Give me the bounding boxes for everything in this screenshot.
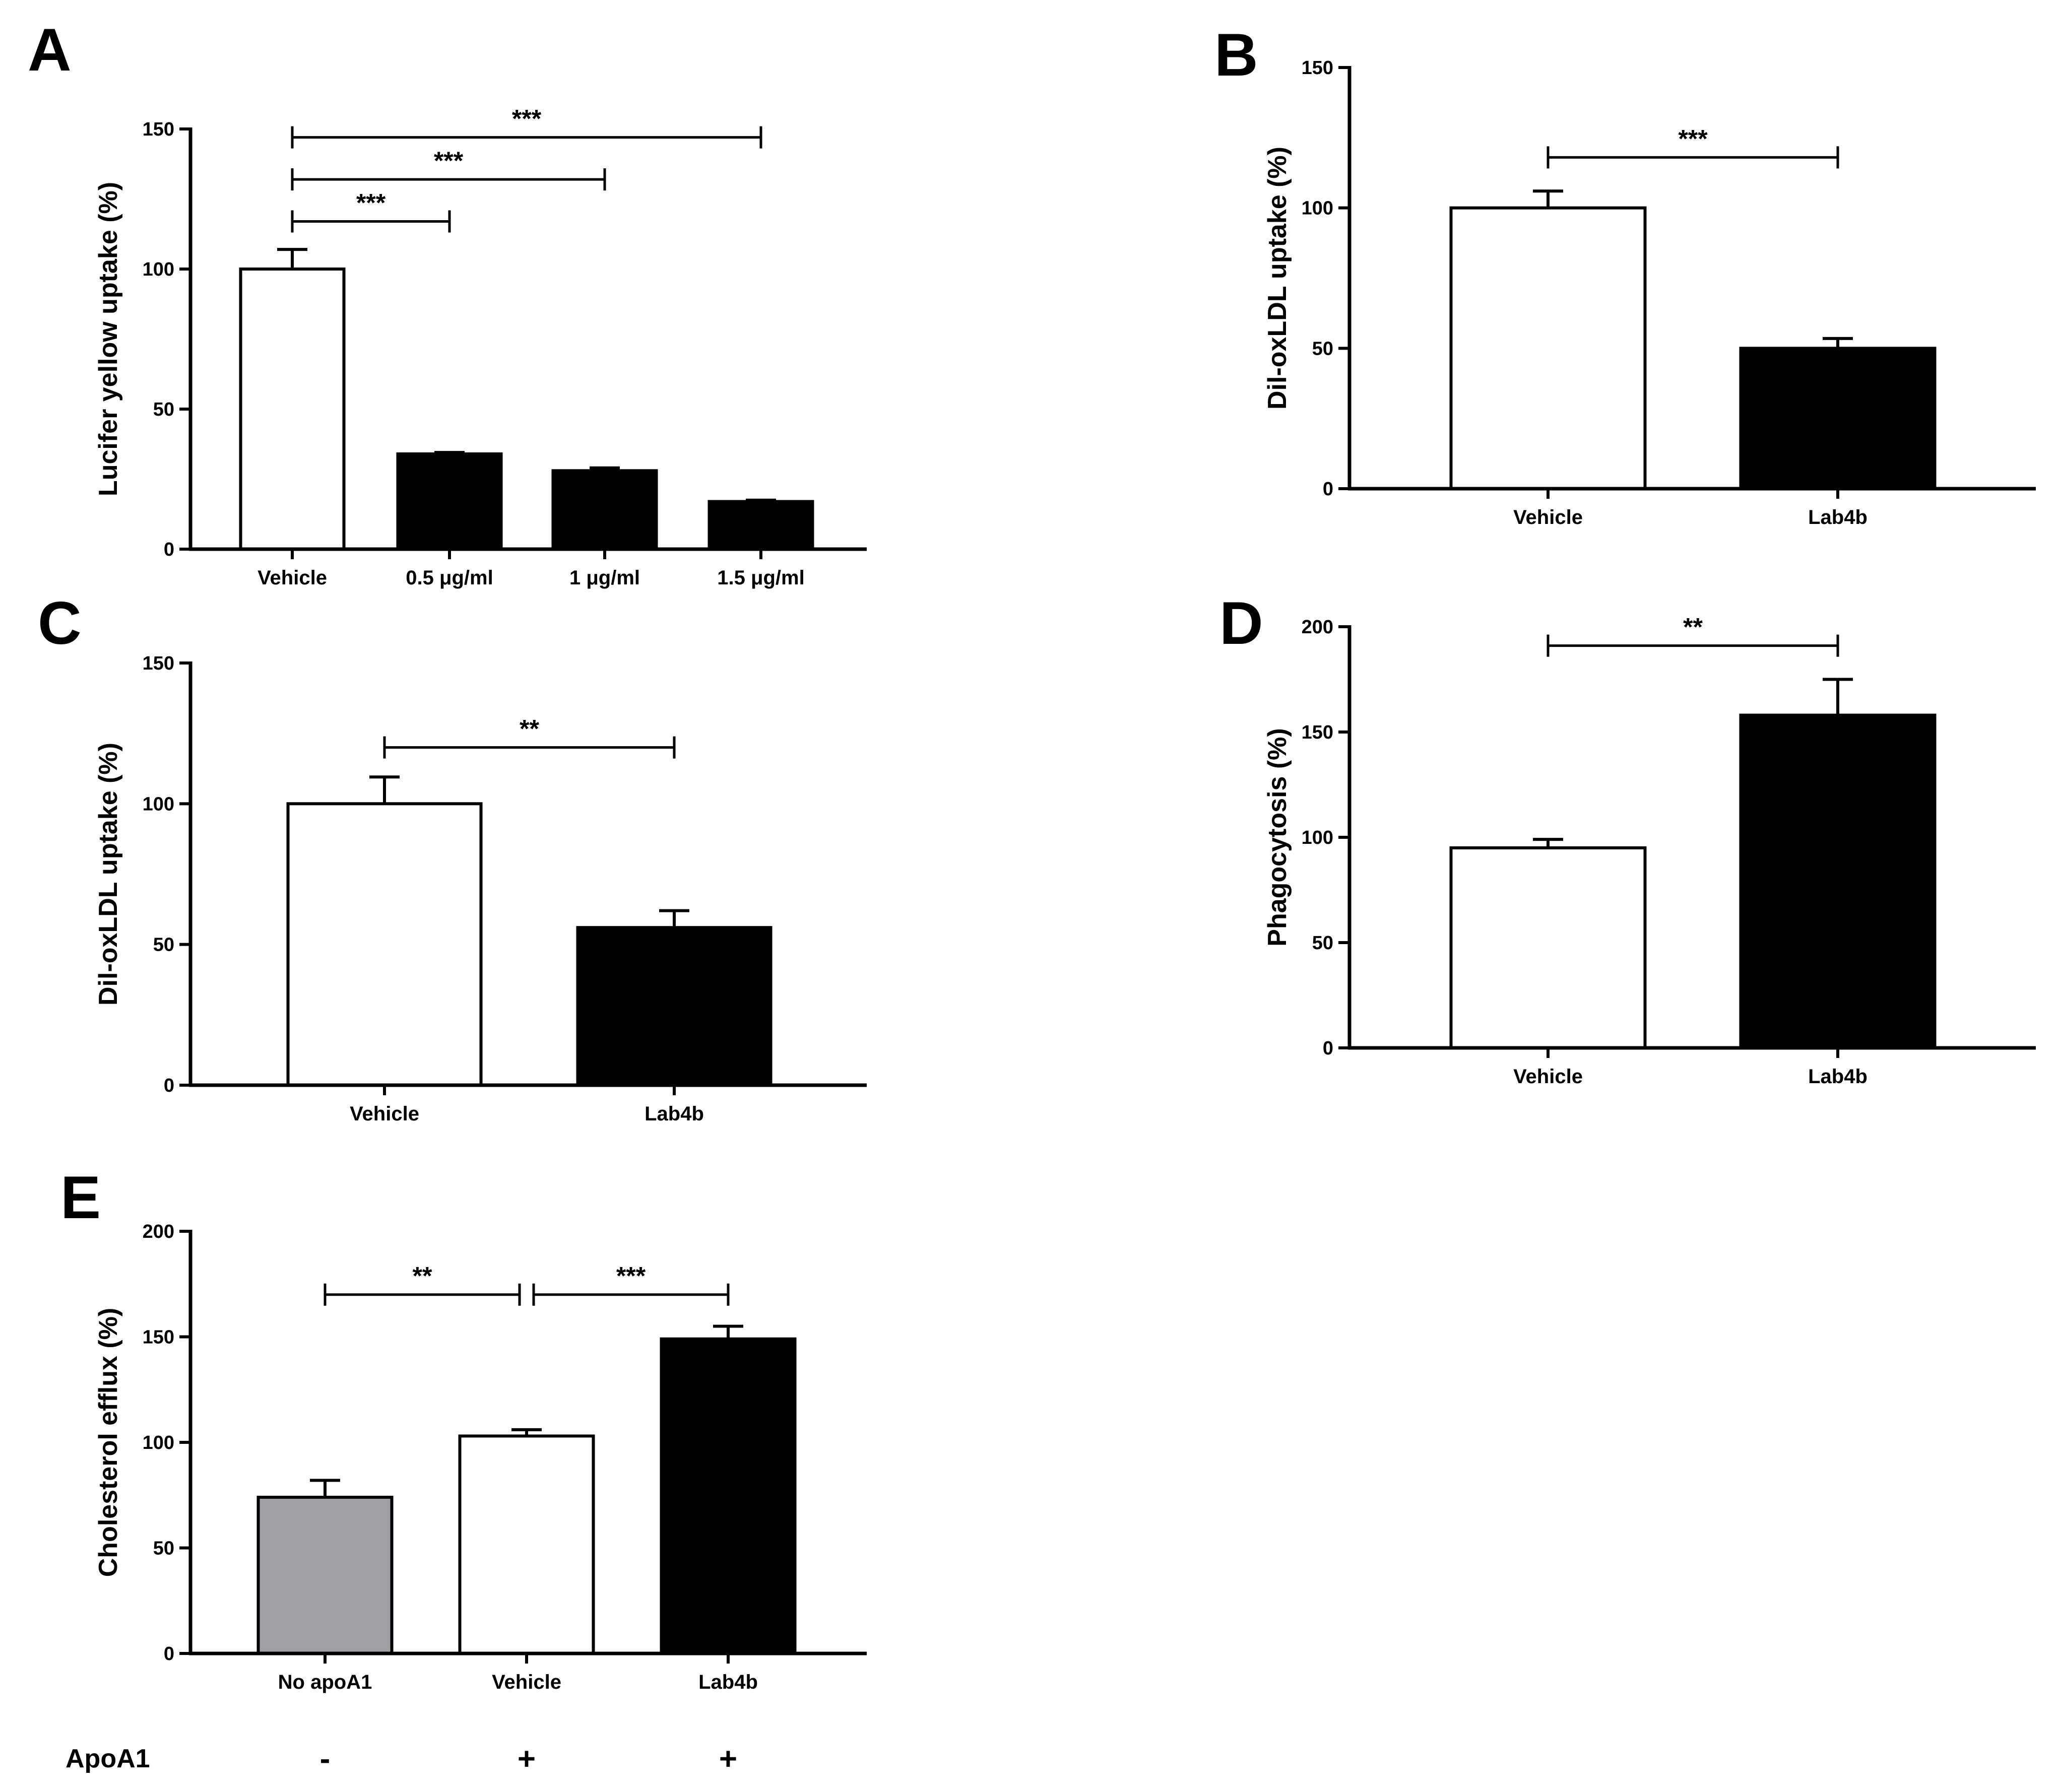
significance-label: ***: [512, 105, 542, 133]
chart-d-phagocytosis: 0 50 100 150 200 Vehicle Lab4b Phagocytosis (%)…: [1263, 613, 2036, 1088]
bar: [1449, 846, 1647, 1050]
bar: [286, 802, 483, 1087]
significance-label: ***: [616, 1262, 646, 1290]
bar: [239, 268, 346, 551]
x-tick-label: 1 μg/ml: [569, 567, 640, 589]
apoa1-row: ApoA1 - + +: [66, 1742, 737, 1776]
y-tick-label: 50: [153, 935, 174, 956]
significance-label: ***: [434, 147, 464, 175]
apoa1-sign-vehicle: +: [518, 1742, 536, 1776]
apoa1-sign-no-apoa1: -: [320, 1742, 331, 1776]
panel-label-b: B: [1214, 21, 1258, 89]
significance-label: **: [520, 715, 539, 743]
y-axis-label: Lucifer yellow uptake (%): [94, 182, 123, 496]
x-tick-label: 1.5 μg/ml: [717, 567, 804, 589]
y-tick-label: 0: [1323, 1038, 1333, 1059]
bar: [1739, 713, 1937, 1050]
y-axis-label: Dil-oxLDL uptake (%): [1263, 147, 1292, 410]
x-tick-label: Vehicle: [492, 1671, 561, 1693]
y-tick-label: 100: [143, 1432, 174, 1453]
apoa1-sign-lab4b: +: [719, 1742, 737, 1776]
y-axis-label: Phagocytosis (%): [1263, 728, 1292, 946]
x-tick-label: Lab4b: [1808, 506, 1868, 528]
y-tick-label: 100: [143, 259, 174, 280]
y-tick-label: 100: [1302, 198, 1333, 219]
chart-e-cholesterol-efflux: 0 50 100 150 200 No apoA1 Vehicle Lab4b Choleste…: [94, 1221, 867, 1693]
y-tick-label: 0: [164, 539, 174, 560]
significance-label: **: [413, 1262, 432, 1290]
significance-label: ***: [1678, 124, 1708, 153]
x-tick-label: Vehicle: [350, 1103, 419, 1125]
y-tick-label: 100: [143, 793, 174, 815]
apoa1-label: ApoA1: [66, 1744, 150, 1773]
x-tick-label: Lab4b: [698, 1671, 758, 1693]
bar: [396, 452, 503, 551]
x-tick-label: Vehicle: [1513, 506, 1583, 528]
chart-b-diloxldl-uptake: 0 50 100 150 Vehicle Lab4b Dil-oxLDL uptake (%…: [1263, 57, 2036, 528]
y-tick-label: 200: [143, 1221, 174, 1242]
bar: [1449, 206, 1647, 490]
chart-c-diloxldl-uptake: 0 50 100 150 Vehicle Lab4b Dil-oxLDL uptake (%…: [94, 653, 867, 1125]
panel-label-c: C: [38, 589, 82, 657]
x-tick-label: No apoA1: [278, 1671, 372, 1693]
y-tick-label: 50: [1312, 338, 1333, 359]
panel-label-e: E: [60, 1164, 101, 1231]
y-tick-label: 0: [164, 1643, 174, 1665]
y-tick-label: 150: [143, 119, 174, 140]
x-tick-label: Lab4b: [645, 1103, 704, 1125]
y-tick-label: 150: [1302, 722, 1333, 743]
panel-label-a: A: [28, 16, 72, 84]
bar: [707, 500, 814, 551]
panel-label-d: D: [1219, 589, 1263, 657]
x-tick-label: Lab4b: [1808, 1066, 1868, 1088]
x-tick-label: Vehicle: [1513, 1066, 1583, 1088]
x-tick-label: 0.5 μg/ml: [406, 567, 493, 589]
bar: [551, 469, 658, 551]
y-tick-label: 0: [1323, 479, 1333, 500]
y-tick-label: 150: [143, 653, 174, 674]
significance-label: ***: [356, 188, 386, 217]
x-tick-label: Vehicle: [258, 567, 327, 589]
y-tick-label: 200: [1302, 617, 1333, 638]
chart-a-lucifer-yellow: 0 50 100 150 Vehicle 0.5 μg/ml 1 μg/ml 1.5 μg/m…: [94, 105, 867, 589]
y-axis-label: Dil-oxLDL uptake (%): [94, 743, 123, 1006]
y-tick-label: 0: [164, 1075, 174, 1096]
y-tick-label: 50: [153, 1538, 174, 1559]
y-tick-label: 50: [153, 399, 174, 420]
y-tick-label: 100: [1302, 827, 1333, 848]
bar: [660, 1337, 797, 1655]
y-tick-label: 150: [1302, 57, 1333, 79]
y-axis-label: Cholesterol efflux (%): [94, 1308, 123, 1577]
bar: [256, 1495, 394, 1655]
bar: [1739, 347, 1937, 490]
y-tick-label: 50: [1312, 933, 1333, 954]
significance-label: **: [1683, 613, 1703, 641]
bar: [458, 1434, 595, 1655]
bar: [576, 926, 772, 1087]
y-tick-label: 150: [143, 1327, 174, 1348]
